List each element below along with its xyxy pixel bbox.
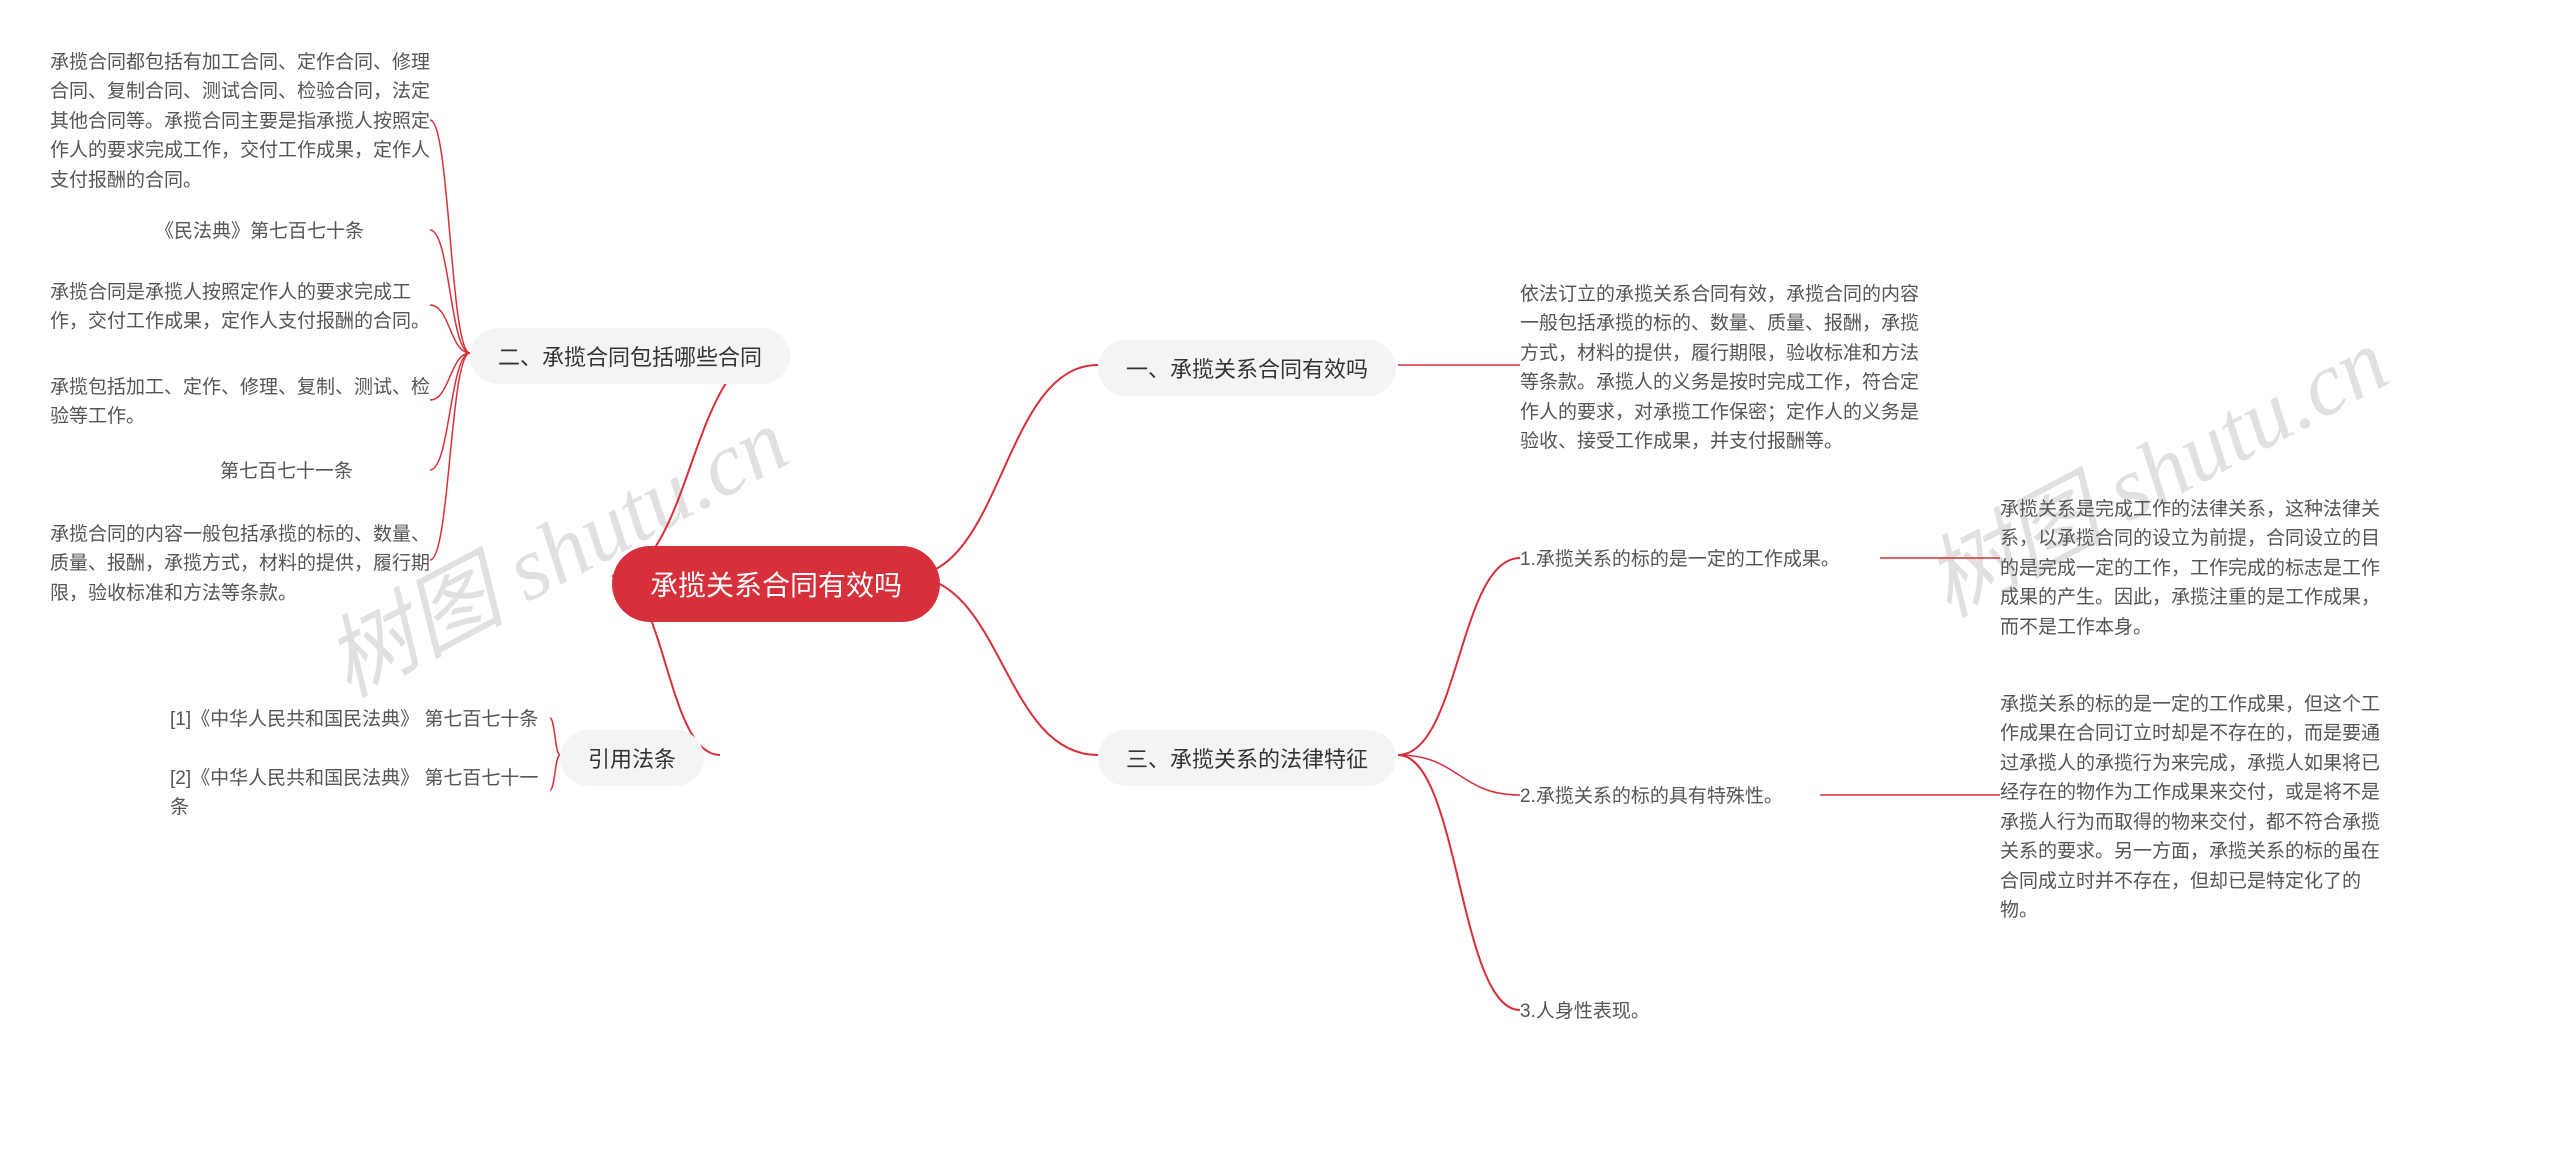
branch-left-2: 引用法条 bbox=[560, 730, 704, 786]
leaf-r2-s1-detail: 承揽关系是完成工作的法律关系，这种法律关系，以承揽合同的设立为前提，合同设立的目… bbox=[2000, 495, 2380, 642]
branch-right-2-label: 三、承揽关系的法律特征 bbox=[1126, 747, 1368, 772]
branch-left-2-label: 引用法条 bbox=[588, 747, 676, 772]
leaf-l1-c3: 承揽合同是承揽人按照定作人的要求完成工作，交付工作成果，定作人支付报酬的合同。 bbox=[50, 278, 430, 337]
sub-r2-s2: 2.承揽关系的标的具有特殊性。 bbox=[1520, 783, 1783, 812]
leaf-l1-c6: 承揽合同的内容一般包括承揽的标的、数量、质量、报酬，承揽方式，材料的提供，履行期… bbox=[50, 520, 430, 608]
leaf-l1-c5: 第七百七十一条 bbox=[220, 458, 353, 487]
leaf-l1-c2: 《民法典》第七百七十条 bbox=[155, 218, 364, 247]
leaf-r2-s2-detail: 承揽关系的标的是一定的工作成果，但这个工作成果在合同订立时却是不存在的，而是要通… bbox=[2000, 690, 2380, 926]
branch-left-1: 二、承揽合同包括哪些合同 bbox=[470, 328, 790, 384]
branch-right-1: 一、承揽关系合同有效吗 bbox=[1098, 340, 1396, 396]
branch-left-1-label: 二、承揽合同包括哪些合同 bbox=[498, 345, 762, 370]
sub-r2-s3: 3.人身性表现。 bbox=[1520, 998, 1650, 1027]
leaf-r1-c1: 依法订立的承揽关系合同有效，承揽合同的内容一般包括承揽的标的、数量、质量、报酬，… bbox=[1520, 280, 1920, 457]
leaf-l2-c1: [1]《中华人民共和国民法典》 第七百七十条 bbox=[170, 706, 550, 735]
root-node: 承揽关系合同有效吗 bbox=[612, 546, 940, 622]
sub-r2-s1: 1.承揽关系的标的是一定的工作成果。 bbox=[1520, 546, 1840, 575]
branch-right-1-label: 一、承揽关系合同有效吗 bbox=[1126, 357, 1368, 382]
root-label: 承揽关系合同有效吗 bbox=[650, 570, 902, 601]
leaf-l1-c1: 承揽合同都包括有加工合同、定作合同、修理合同、复制合同、测试合同、检验合同，法定… bbox=[50, 48, 430, 195]
branch-right-2: 三、承揽关系的法律特征 bbox=[1098, 730, 1396, 786]
leaf-l2-c2: [2]《中华人民共和国民法典》 第七百七十一条 bbox=[170, 765, 550, 822]
leaf-l1-c4: 承揽包括加工、定作、修理、复制、测试、检验等工作。 bbox=[50, 373, 430, 432]
